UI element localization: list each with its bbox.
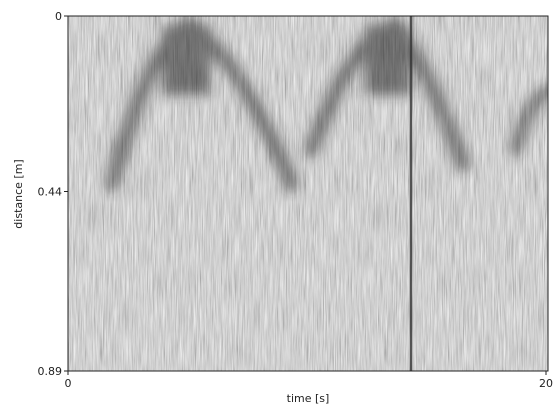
page: {"chart_data": {"type": "image", "xlabel… bbox=[0, 0, 553, 410]
y-axis-label: distance [m] bbox=[12, 159, 25, 228]
x-axis-label: time [s] bbox=[287, 392, 330, 405]
y-tick-label: 0.44 bbox=[38, 186, 63, 199]
chart: time [s] distance [m] 00.440.89020 bbox=[0, 0, 553, 410]
x-tick-label: 20 bbox=[539, 377, 553, 390]
y-tick-label: 0 bbox=[55, 10, 62, 23]
x-tick-label: 0 bbox=[65, 377, 72, 390]
y-tick-label: 0.89 bbox=[38, 365, 63, 378]
texture bbox=[68, 16, 548, 371]
image-area bbox=[68, 16, 548, 371]
